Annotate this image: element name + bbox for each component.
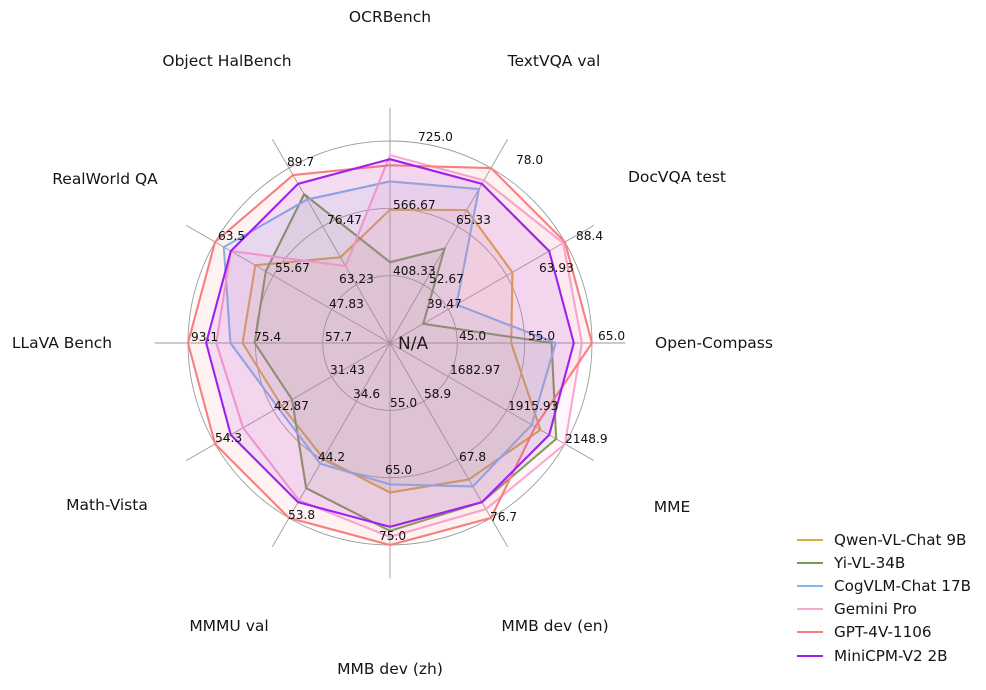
tick-label-11: 89.7 xyxy=(287,155,314,169)
tick-label-33: 47.83 xyxy=(329,297,364,311)
axis-spoke-4 xyxy=(389,342,595,462)
axis-title-4: MME xyxy=(654,498,691,516)
legend-label: Qwen-VL-Chat 9B xyxy=(834,530,967,549)
tick-label-28: 42.87 xyxy=(274,399,309,413)
tick-label-29: 31.43 xyxy=(330,363,365,377)
tick-label-25: 55.0 xyxy=(390,396,417,410)
tick-label-8: 54.3 xyxy=(215,431,242,445)
axis-spoke-1 xyxy=(389,138,509,344)
axis-title-7: MMMU val xyxy=(189,617,268,635)
axis-title-layer: OCRBench TextVQA val DocVQA test Open-Compa… xyxy=(12,8,773,678)
tick-label-23: 65.0 xyxy=(385,463,412,477)
axis-spoke-10 xyxy=(185,224,391,344)
tick-label-10: 63.5 xyxy=(218,229,245,243)
axis-spoke-5 xyxy=(389,342,509,548)
legend-color-swatch xyxy=(797,654,823,657)
axis-title-2: DocVQA test xyxy=(628,168,726,186)
tick-label-7: 53.8 xyxy=(288,508,315,522)
legend-label: GPT-4V-1106 xyxy=(834,623,932,642)
legend-color-swatch xyxy=(797,538,823,541)
axis-title-9: LLaVA Bench xyxy=(12,334,112,352)
tick-label-6: 75.0 xyxy=(379,529,406,543)
tick-label-22: 67.8 xyxy=(459,450,486,464)
legend-item[interactable]: Yi-VL-34B xyxy=(797,551,983,574)
axis-title-11: Object HalBench xyxy=(162,52,291,70)
series-polygon-4 xyxy=(186,164,594,547)
legend-label: Yi-VL-34B xyxy=(834,553,906,572)
tick-label-9: 93.1 xyxy=(191,330,218,344)
tick-label-18: 55.0 xyxy=(528,329,555,343)
tick-label-26: 44.2 xyxy=(318,450,345,464)
tick-label-35: 63.23 xyxy=(339,272,374,286)
tick-label-16: 39.47 xyxy=(427,297,462,311)
tick-label-19: 45.0 xyxy=(459,329,486,343)
legend-label: MiniCPM-V2 2B xyxy=(834,646,948,665)
legend-item[interactable]: GPT-4V-1106 xyxy=(797,621,983,644)
grid-layer xyxy=(154,107,626,579)
tick-label-31: 57.7 xyxy=(325,330,352,344)
legend-color-swatch xyxy=(797,561,823,564)
tick-label-13: 408.33 xyxy=(393,264,436,278)
tick-label-1: 78.0 xyxy=(516,153,543,167)
legend-label: Gemini Pro xyxy=(834,600,917,619)
series-polygon-5 xyxy=(205,158,575,528)
legend-item[interactable]: MiniCPM-V2 2B xyxy=(797,644,983,667)
tick-label-15: 52.67 xyxy=(429,272,464,286)
tick-label-27: 34.6 xyxy=(353,387,380,401)
legend-item[interactable]: Qwen-VL-Chat 9B xyxy=(797,528,983,551)
tick-label-5: 76.7 xyxy=(490,510,517,524)
tick-label-3: 65.0 xyxy=(598,329,625,343)
axis-title-1: TextVQA val xyxy=(507,52,601,70)
legend-item[interactable]: Gemini Pro xyxy=(797,598,983,621)
tick-label-34: 76.47 xyxy=(327,213,362,227)
axis-spoke-8 xyxy=(185,342,391,462)
axis-title-8: Math-Vista xyxy=(66,496,148,514)
series-polygon-2 xyxy=(222,180,557,488)
axis-title-0: OCRBench xyxy=(349,8,431,26)
series-polygon-0 xyxy=(241,208,542,494)
axis-spoke-11 xyxy=(271,138,391,344)
legend-label: CogVLM-Chat 17B xyxy=(834,576,972,595)
tick-label-14: 65.33 xyxy=(456,213,491,227)
tick-label-21: 1682.97 xyxy=(450,363,500,377)
tick-label-2: 88.4 xyxy=(576,229,603,243)
center-na-label: N/A xyxy=(398,334,428,354)
series-polygon-1 xyxy=(253,192,558,532)
tick-label-layer: 725.0 78.0 88.4 65.0 2148.9 76.7 75.0 53.8 54.3 9… xyxy=(191,130,625,543)
axis-title-5: MMB dev (en) xyxy=(501,617,608,635)
tick-label-12: 566.67 xyxy=(393,198,436,212)
tick-label-4: 2148.9 xyxy=(565,432,608,446)
series-layer xyxy=(186,153,594,547)
axis-title-6: MMB dev (zh) xyxy=(337,660,443,678)
legend-item[interactable]: CogVLM-Chat 17B xyxy=(797,574,983,597)
legend-color-swatch xyxy=(797,631,823,634)
tick-label-30: 75.4 xyxy=(254,330,281,344)
axis-title-10: RealWorld QA xyxy=(52,170,158,188)
legend-color-swatch xyxy=(797,584,823,587)
tick-label-20: 1915.93 xyxy=(508,399,558,413)
tick-label-32: 55.67 xyxy=(275,261,310,275)
tick-label-0: 725.0 xyxy=(418,130,453,144)
axis-title-3: Open-Compass xyxy=(655,334,773,352)
legend-color-swatch xyxy=(797,608,823,611)
tick-label-24: 58.9 xyxy=(424,387,451,401)
chart-legend: Qwen-VL-Chat 9B Yi-VL-34B CogVLM-Chat 17B G… xyxy=(797,528,983,667)
axis-spoke-7 xyxy=(271,342,391,548)
tick-label-17: 63.93 xyxy=(539,261,574,275)
